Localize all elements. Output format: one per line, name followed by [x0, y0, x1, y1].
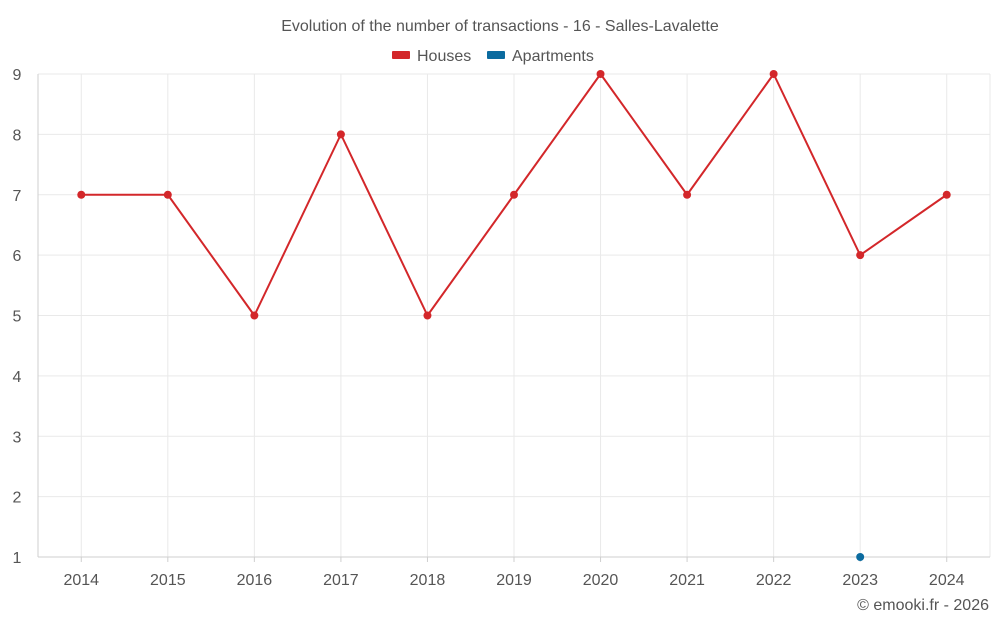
x-tick-label-2018: 2018 — [410, 572, 446, 589]
y-tick-label-8: 8 — [13, 127, 22, 144]
y-tick-label-3: 3 — [13, 429, 22, 446]
x-tick-label-2024: 2024 — [929, 572, 965, 589]
data-point-houses-2019[interactable] — [510, 190, 518, 199]
legend-swatch-apartments — [487, 51, 505, 59]
x-tick-label-2014: 2014 — [63, 572, 99, 589]
y-tick-label-1: 1 — [13, 550, 22, 567]
gridlines — [38, 73, 991, 558]
x-tick-label-2019: 2019 — [496, 572, 532, 589]
legend-label-houses[interactable]: Houses — [417, 48, 471, 65]
x-tick-label-2022: 2022 — [756, 572, 792, 589]
data-point-houses-2020[interactable] — [596, 70, 605, 78]
data-point-houses-2024[interactable] — [942, 190, 951, 199]
y-tick-label-5: 5 — [13, 309, 22, 326]
data-point-houses-2017[interactable] — [336, 130, 345, 139]
x-tick-label-2021: 2021 — [669, 572, 705, 589]
series-points — [77, 70, 951, 561]
x-tick-label-2017: 2017 — [323, 572, 359, 589]
x-axis-ticks: 2014 2015 2016 2017 2018 2019 2020 2021 2022 2023… — [63, 572, 964, 589]
data-point-houses-2023[interactable] — [856, 251, 865, 260]
chart-title: Evolution of the number of transactions … — [281, 18, 719, 35]
axes — [37, 74, 990, 562]
legend: Houses Apartments — [392, 48, 594, 65]
y-axis-ticks: 1 2 3 4 5 6 7 8 9 — [13, 67, 22, 567]
data-point-apartments-2023[interactable] — [856, 553, 865, 561]
data-point-houses-2014[interactable] — [77, 190, 86, 199]
x-tick-label-2020: 2020 — [583, 572, 619, 589]
legend-label-apartments[interactable]: Apartments — [512, 48, 594, 65]
data-point-houses-2021[interactable] — [683, 190, 692, 199]
data-point-houses-2016[interactable] — [250, 311, 259, 320]
credit-text: © emooki.fr - 2026 — [857, 597, 989, 614]
y-tick-label-2: 2 — [13, 490, 22, 507]
x-tick-label-2023: 2023 — [842, 572, 878, 589]
y-tick-label-4: 4 — [13, 369, 22, 386]
y-tick-label-6: 6 — [13, 248, 22, 265]
data-point-houses-2015[interactable] — [163, 190, 172, 199]
y-tick-label-9: 9 — [13, 67, 22, 84]
x-tick-label-2016: 2016 — [237, 572, 273, 589]
data-point-houses-2018[interactable] — [423, 311, 432, 320]
legend-swatch-houses — [392, 51, 410, 59]
y-tick-label-7: 7 — [13, 188, 22, 205]
x-tick-label-2015: 2015 — [150, 572, 186, 589]
data-point-houses-2022[interactable] — [769, 70, 778, 78]
